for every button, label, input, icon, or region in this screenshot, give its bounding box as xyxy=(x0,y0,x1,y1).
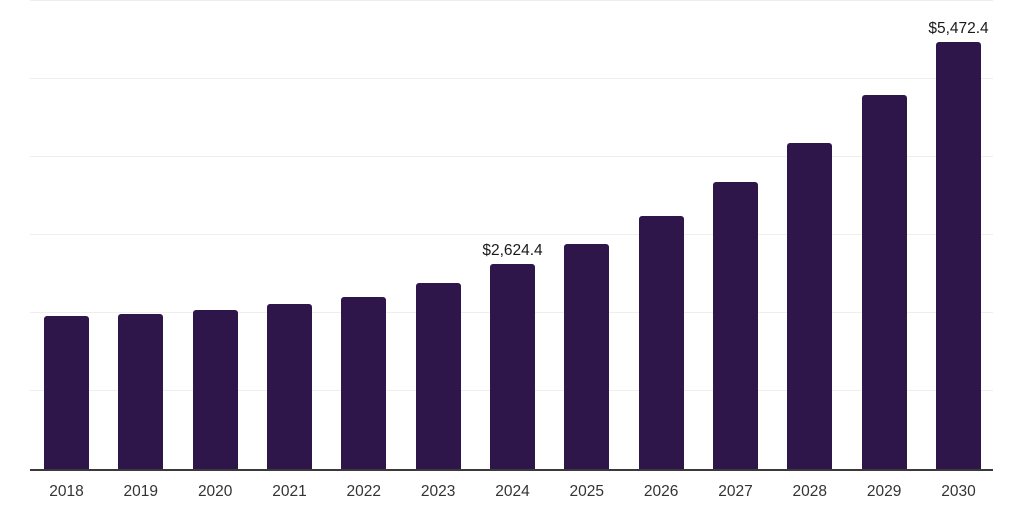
bar-2021 xyxy=(267,304,312,469)
bar-2019 xyxy=(118,314,164,469)
x-tick-2026: 2026 xyxy=(643,483,679,500)
gridline-6000 xyxy=(30,0,993,1)
x-tick-2018: 2018 xyxy=(49,483,84,500)
bar-2027 xyxy=(713,182,758,469)
x-tick-2029: 2029 xyxy=(866,483,902,500)
x-tick-2021: 2021 xyxy=(272,483,307,500)
x-tick-2022: 2022 xyxy=(346,483,382,500)
x-tick-2025: 2025 xyxy=(569,483,605,500)
x-tick-2028: 2028 xyxy=(792,483,828,500)
x-tick-2023: 2023 xyxy=(420,483,456,500)
gridline-4000 xyxy=(30,156,993,157)
bar-2020 xyxy=(192,310,238,469)
bar-2026 xyxy=(638,216,684,469)
bar-2025 xyxy=(564,244,610,469)
x-tick-2020: 2020 xyxy=(197,483,233,500)
bar-2024 xyxy=(490,264,535,469)
bar-2022 xyxy=(341,297,387,469)
bar-2023 xyxy=(415,283,461,469)
gridline-5000 xyxy=(30,78,993,79)
bar-2030 xyxy=(936,42,981,469)
x-tick-2030: 2030 xyxy=(941,483,976,500)
x-tick-2024: 2024 xyxy=(495,483,530,500)
data-label-2024: $2,624.4 xyxy=(482,242,543,260)
x-axis-line xyxy=(30,469,993,471)
plot-area: 2018 2019 2020 2021 2022 2023 2024 $2,624.4 2025… xyxy=(30,0,993,500)
data-label-2030: $5,472.4 xyxy=(928,20,989,38)
bar-2018 xyxy=(44,316,89,469)
x-tick-2019: 2019 xyxy=(123,483,159,500)
gridline-3000 xyxy=(30,234,993,235)
x-tick-2027: 2027 xyxy=(718,483,753,500)
bar-2029 xyxy=(861,95,907,469)
bar-2028 xyxy=(787,143,833,469)
